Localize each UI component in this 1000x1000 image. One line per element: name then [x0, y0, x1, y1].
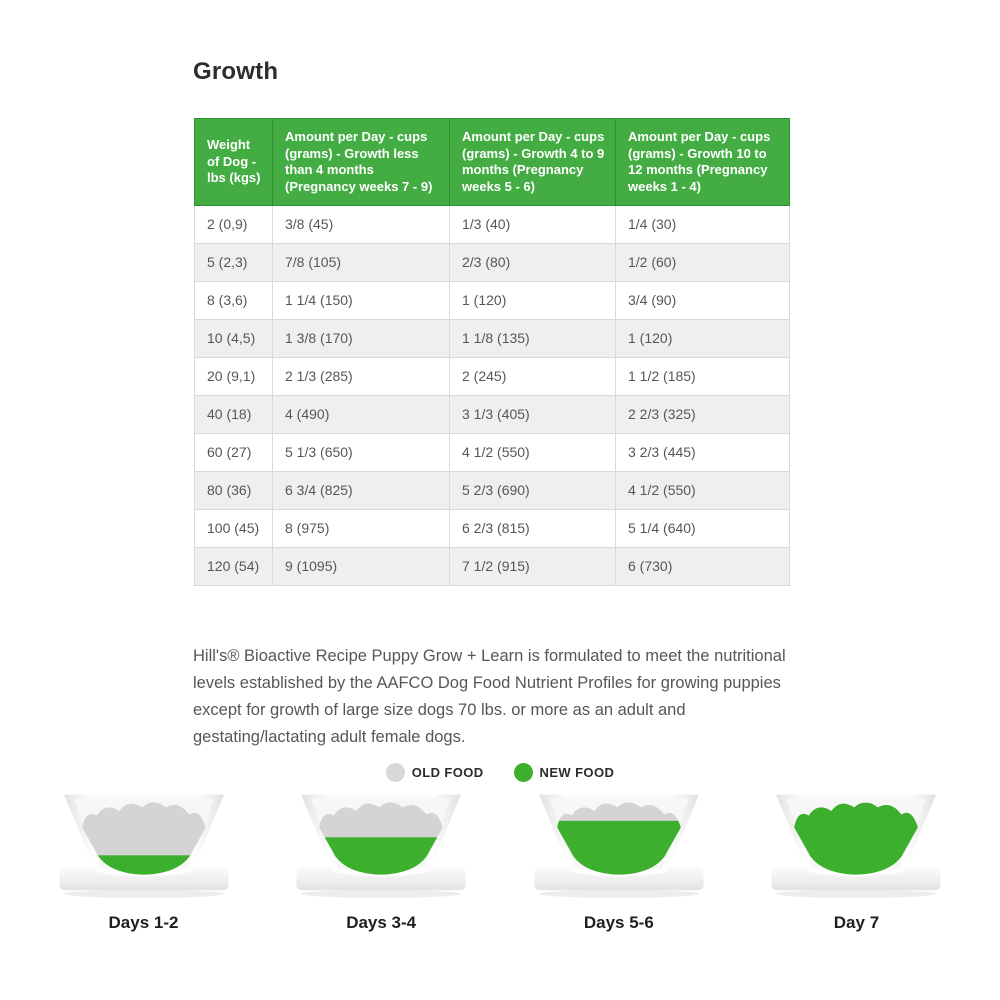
weight-cell: 8 (3,6) — [194, 281, 273, 320]
amount-cell: 7 1/2 (915) — [449, 547, 616, 586]
bowl-base — [534, 867, 704, 891]
column-header: Amount per Day - cups (grams) - Growth 1… — [615, 118, 790, 206]
amount-cell: 9 (1095) — [272, 547, 450, 586]
amount-cell: 7/8 (105) — [272, 243, 450, 282]
weight-cell: 20 (9,1) — [194, 357, 273, 396]
bowl-label: Days 3-4 — [346, 913, 417, 932]
amount-cell: 2 2/3 (325) — [615, 395, 790, 434]
amount-cell: 1 1/2 (185) — [615, 357, 790, 396]
bowl-illustration — [534, 794, 704, 898]
bowl-label: Day 7 — [833, 913, 880, 932]
weight-cell: 10 (4,5) — [194, 319, 273, 358]
page-title: Growth — [193, 58, 279, 85]
bowl-illustration — [296, 794, 466, 898]
weight-cell: 40 (18) — [194, 395, 273, 434]
food-bowl: Days 1-2 — [25, 791, 262, 933]
growth-table-body: 2 (0,9) 3/8 (45) 1/3 (40) 1/4 (30) 5 (2,3) 7/… — [194, 205, 790, 586]
table-row: 10 (4,5) 1 3/8 (170) 1 1/8 (135) 1 (120) — [194, 319, 790, 358]
weight-cell: 100 (45) — [194, 509, 273, 548]
amount-cell: 6 (730) — [615, 547, 790, 586]
disclaimer-text: Hill's® Bioactive Recipe Puppy Grow + Le… — [193, 647, 786, 746]
amount-cell: 3/8 (45) — [272, 205, 450, 244]
legend-label: OLD FOOD — [411, 765, 484, 780]
amount-cell: 3 2/3 (445) — [615, 433, 790, 472]
amount-cell: 2 (245) — [449, 357, 616, 396]
amount-cell: 1/2 (60) — [615, 243, 790, 282]
legend: OLD FOOD NEW FOOD — [0, 763, 1000, 782]
amount-cell: 6 3/4 (825) — [272, 471, 450, 510]
bowl-base — [771, 867, 942, 891]
legend-swatch-icon — [513, 763, 533, 782]
column-header: Weight of Dog - lbs (kgs) — [194, 118, 273, 206]
growth-table-header-row: Weight of Dog - lbs (kgs) Amount per Day … — [194, 118, 790, 206]
amount-cell: 1 (120) — [615, 319, 790, 358]
table-row: 100 (45) 8 (975) 6 2/3 (815) 5 1/4 (640) — [194, 509, 790, 548]
weight-cell: 2 (0,9) — [194, 205, 273, 244]
amount-cell: 6 2/3 (815) — [449, 509, 616, 548]
growth-table: Weight of Dog - lbs (kgs) Amount per Day … — [194, 118, 790, 586]
column-header: Amount per Day - cups (grams) - Growth 4… — [449, 118, 616, 206]
amount-cell: 5 1/3 (650) — [272, 433, 450, 472]
amount-cell: 8 (975) — [272, 509, 450, 548]
legend-label: NEW FOOD — [539, 765, 615, 780]
amount-cell: 3/4 (90) — [615, 281, 790, 320]
legend-item-old-food: OLD FOOD — [385, 763, 484, 782]
amount-cell: 3 1/3 (405) — [449, 395, 616, 434]
table-row: 120 (54) 9 (1095) 7 1/2 (915) 6 (730) — [194, 547, 790, 586]
table-row: 40 (18) 4 (490) 3 1/3 (405) 2 2/3 (325) — [194, 395, 790, 434]
food-bowl: Day 7 — [738, 791, 975, 933]
bowl-shadow — [538, 889, 699, 898]
legend-item-new-food: NEW FOOD — [513, 763, 615, 782]
bowl-label: Days 5-6 — [583, 913, 654, 932]
legend-swatch-icon — [385, 763, 405, 782]
table-row: 2 (0,9) 3/8 (45) 1/3 (40) 1/4 (30) — [194, 205, 790, 244]
table-row: 60 (27) 5 1/3 (650) 4 1/2 (550) 3 2/3 (445) — [194, 433, 790, 472]
weight-cell: 60 (27) — [194, 433, 273, 472]
amount-cell: 5 2/3 (690) — [449, 471, 616, 510]
amount-cell: 1 1/4 (150) — [272, 281, 450, 320]
bowl-shadow — [301, 889, 462, 898]
table-row: 80 (36) 6 3/4 (825) 5 2/3 (690) 4 1/2 (550) — [194, 471, 790, 510]
growth-table-header: Weight of Dog - lbs (kgs) Amount per Day … — [194, 118, 790, 206]
table-row: 8 (3,6) 1 1/4 (150) 1 (120) 3/4 (90) — [194, 281, 790, 320]
amount-cell: 1 3/8 (170) — [272, 319, 450, 358]
amount-cell: 4 1/2 (550) — [615, 471, 790, 510]
amount-cell: 4 (490) — [272, 395, 450, 434]
bowl-base — [296, 867, 466, 891]
weight-cell: 120 (54) — [194, 547, 273, 586]
amount-cell: 2 1/3 (285) — [272, 357, 450, 396]
column-header: Amount per Day - cups (grams) - Growth l… — [272, 118, 450, 206]
food-bowl: Days 3-4 — [263, 791, 500, 933]
bowl-illustration — [58, 794, 229, 898]
amount-cell: 1 1/8 (135) — [449, 319, 616, 358]
table-row: 20 (9,1) 2 1/3 (285) 2 (245) 1 1/2 (185) — [194, 357, 790, 396]
transition-bowls: Days 1-2 Days 3-4 Days 5-6 — [25, 791, 975, 933]
weight-cell: 80 (36) — [194, 471, 273, 510]
bowl-shadow — [63, 889, 224, 898]
amount-cell: 5 1/4 (640) — [615, 509, 790, 548]
amount-cell: 1/3 (40) — [449, 205, 616, 244]
bowl-shadow — [776, 889, 937, 898]
amount-cell: 2/3 (80) — [449, 243, 616, 282]
table-row: 5 (2,3) 7/8 (105) 2/3 (80) 1/2 (60) — [194, 243, 790, 282]
amount-cell: 1 (120) — [449, 281, 616, 320]
bowl-base — [58, 867, 229, 891]
bowl-illustration — [771, 794, 942, 898]
amount-cell: 4 1/2 (550) — [449, 433, 616, 472]
food-bowl: Days 5-6 — [500, 791, 737, 933]
amount-cell: 1/4 (30) — [615, 205, 790, 244]
bowl-label: Days 1-2 — [108, 913, 179, 932]
weight-cell: 5 (2,3) — [194, 243, 273, 282]
